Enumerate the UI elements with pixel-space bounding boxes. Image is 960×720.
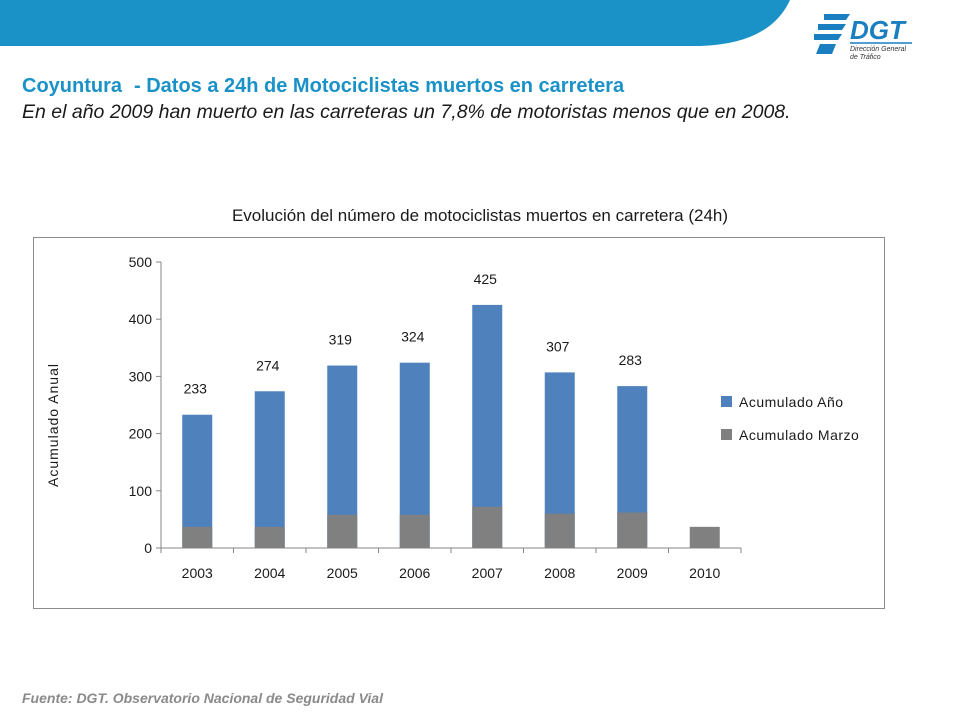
bar-chart: 0 100 200 300 400 500 233 2003 274 2004 319 2005 324… <box>45 254 859 581</box>
chart-title: Evolución del número de motociclistas mu… <box>231 206 729 225</box>
data-label: 425 <box>474 271 498 287</box>
x-tick-label: 2003 <box>182 565 213 581</box>
bar-acumulado-marzo <box>472 506 503 548</box>
data-label: 324 <box>401 329 425 345</box>
bar-acumulado-marzo <box>327 514 358 548</box>
source-note: Fuente: DGT. Observatorio Nacional de Se… <box>22 690 383 706</box>
page-title: Coyuntura - Datos a 24h de Motociclistas … <box>22 74 922 98</box>
bar-acumulado-marzo <box>399 514 430 548</box>
y-tick-label: 200 <box>129 426 153 442</box>
x-tick-label: 2010 <box>689 565 720 581</box>
y-tick-label: 500 <box>129 254 153 270</box>
logo-line1: Dirección General <box>850 46 906 53</box>
legend-swatch <box>721 396 732 407</box>
x-tick-label: 2004 <box>254 565 285 581</box>
bar-acumulado-marzo <box>617 512 648 548</box>
title-main: Coyuntura <box>22 75 122 97</box>
page-subtitle: En el año 2009 han muerto en las carrete… <box>22 101 791 123</box>
logo-text: DGT <box>850 15 907 45</box>
bar-acumulado-marzo <box>182 526 213 548</box>
title-rest: - Datos a 24h de Motociclistas muertos e… <box>134 75 625 97</box>
data-label: 283 <box>619 352 643 368</box>
chart-frame: 0 100 200 300 400 500 233 2003 274 2004 319 2005 324… <box>33 237 885 609</box>
x-tick-label: 2008 <box>544 565 575 581</box>
bar-acumulado-marzo <box>544 513 575 548</box>
y-tick-label: 400 <box>129 311 153 327</box>
heading: Coyuntura - Datos a 24h de Motociclistas … <box>22 74 922 126</box>
bar-acumulado-ano <box>254 391 285 548</box>
logo-line2: de Tráfico <box>850 54 881 61</box>
x-tick-label: 2006 <box>399 565 430 581</box>
bar-acumulado-marzo <box>254 526 285 548</box>
bar-acumulado-marzo <box>689 526 720 548</box>
x-tick-label: 2007 <box>472 565 503 581</box>
legend-label: Acumulado Año <box>739 394 844 410</box>
y-tick-label: 300 <box>129 368 153 384</box>
data-label: 274 <box>256 357 280 373</box>
header-band <box>0 0 790 46</box>
data-label: 233 <box>184 381 208 397</box>
y-tick-label: 100 <box>129 483 153 499</box>
y-axis-title: Acumulado Anual <box>45 363 61 487</box>
data-label: 307 <box>546 338 570 354</box>
data-label: 319 <box>329 332 353 348</box>
dgt-logo: DGT Dirección General de Tráfico <box>812 6 952 62</box>
y-tick-label: 0 <box>144 540 152 556</box>
bar-acumulado-ano <box>182 414 213 548</box>
x-tick-label: 2005 <box>327 565 358 581</box>
legend-swatch <box>721 429 732 440</box>
x-tick-label: 2009 <box>617 565 648 581</box>
legend-label: Acumulado Marzo <box>739 427 859 443</box>
